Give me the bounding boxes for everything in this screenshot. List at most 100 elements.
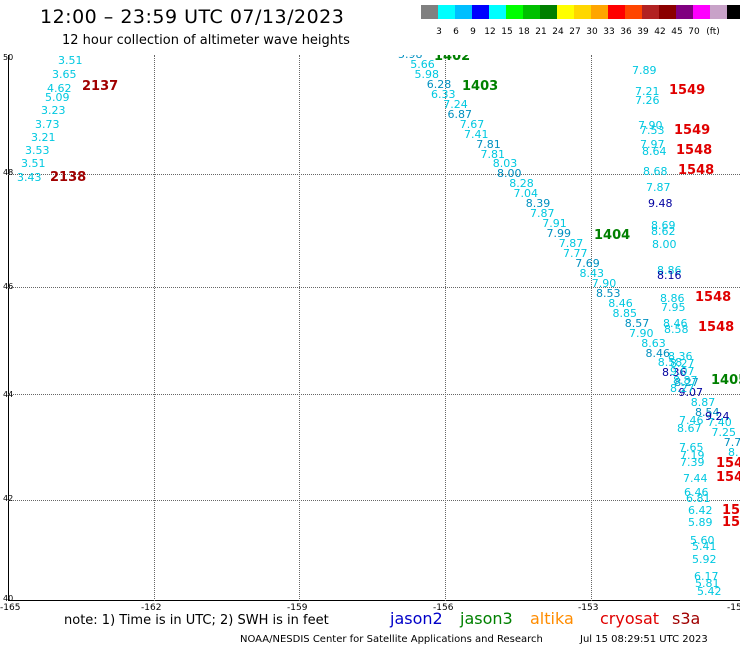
wave-height-value: 8.67 (677, 422, 702, 435)
wave-height-value: 5.42 (697, 585, 722, 598)
wave-height-value: 7.40 (707, 416, 732, 430)
wave-height-value: 8.36 (662, 366, 687, 380)
wave-height-value: 5.81 (695, 577, 720, 590)
wave-height-value: 7.04 (513, 187, 539, 201)
wave-height-value: 7.81 (480, 147, 506, 161)
pass-id-label: 1549 (674, 123, 711, 138)
wave-height-value: 7.67 (459, 117, 485, 131)
wave-height-value: 5.89 (688, 516, 713, 529)
colorbar-label: 30 (586, 27, 598, 37)
wave-height-value: 7.95 (661, 301, 686, 314)
colorbar-label: 6 (453, 27, 459, 37)
wave-height-value: 8.53 (596, 286, 621, 300)
wave-height-value: 5.66 (410, 57, 435, 71)
wave-height-value: 7.69 (575, 256, 600, 270)
colorbar-swatch (676, 5, 693, 19)
meridian-gridline (445, 55, 446, 601)
wave-height-value: 6.28 (426, 77, 452, 91)
wave-height-value: 8.36 (668, 350, 693, 363)
colorbar-label: 24 (552, 27, 564, 37)
latitude-label: 50 (3, 53, 14, 62)
wave-height-value: 7.81 (476, 137, 501, 151)
wave-height-value: 6.87 (447, 107, 473, 121)
wave-height-value: 5.92 (692, 553, 717, 566)
longitude-label: -15 (727, 603, 740, 613)
generation-timestamp: Jul 15 08:29:51 UTC 2023 (580, 634, 708, 645)
pass-id-label: 1548 (695, 290, 732, 305)
wave-height-value: 7.19 (680, 449, 705, 462)
pass-id-label: 1403 (462, 79, 499, 94)
pass-id-label: 1548 (676, 143, 713, 158)
wave-height-value: 7.99 (546, 227, 572, 241)
pass-id-label: 2138 (50, 170, 87, 185)
colorbar-label: 12 (484, 27, 496, 37)
pass-id-label: 154 (716, 470, 740, 485)
wave-height-value: 8.39 (525, 197, 551, 211)
wave-height-value: 7.90 (629, 326, 654, 340)
colorbar-label: 39 (637, 27, 649, 37)
wave-height-value: 8.27 (670, 382, 695, 395)
colorbar-label: 27 (569, 27, 581, 37)
bottom-axis (8, 600, 740, 601)
wave-height-value: 8.03 (492, 157, 518, 171)
wave-height-value: 3.43 (17, 171, 42, 184)
colorbar-swatch (710, 5, 727, 19)
wave-height-value: 6.46 (684, 486, 709, 499)
wave-height-value: 7.26 (635, 94, 660, 107)
colorbar-swatch (608, 5, 625, 19)
colorbar-label: 70 (688, 27, 700, 37)
wave-height-value: 7.78 (723, 436, 740, 450)
colorbar-swatch (625, 5, 642, 19)
meridian-gridline (299, 55, 300, 601)
wave-height-value: 8.63 (641, 336, 666, 350)
latitude-label: 44 (3, 390, 14, 399)
colorbar-swatch (421, 5, 438, 19)
colorbar-swatch (693, 5, 710, 19)
colorbar-swatch (591, 5, 608, 19)
legend-item-jason2: jason2 (390, 609, 443, 628)
wave-height-value: 7.21 (635, 85, 660, 98)
colorbar-swatch (659, 5, 676, 19)
map-plot-area: 3.51 3.65 4.62 5.09 3.23 3.73 3.21 3.53 3.51 3.43… (8, 55, 740, 601)
wave-height-value: 3.73 (35, 118, 60, 131)
legend-item-jason3: jason3 (460, 609, 513, 628)
wave-height-value: 7.91 (542, 217, 567, 231)
wave-height-value: 5.09 (45, 91, 70, 104)
wave-height-value: 8.27 (670, 357, 695, 370)
wave-height-value: 6.81 (686, 492, 711, 505)
colorbar-label: 42 (654, 27, 666, 37)
wave-height-value: 7.53 (640, 124, 665, 137)
wave-height-value: 3.51 (21, 157, 46, 170)
longitude-label: -153 (578, 603, 599, 613)
colorbar-swatch (574, 5, 591, 19)
colorbar-label: 21 (535, 27, 547, 37)
colorbar-swatch (642, 5, 659, 19)
colorbar-label: 9 (470, 27, 476, 37)
wave-height-value: 9.24 (705, 410, 730, 423)
wave-height-value: 8.16 (657, 269, 682, 282)
page-title: 12:00 – 23:59 UTC 07/13/2023 (40, 6, 345, 28)
wave-height-value: 6.33 (431, 87, 456, 101)
parallel-gridline (8, 394, 740, 395)
colorbar-label: 3 (436, 27, 442, 37)
longitude-label: -159 (287, 603, 308, 613)
wave-height-value: 3.53 (25, 144, 50, 157)
wave-height-value: 8.28 (509, 177, 534, 191)
pass-id-label: 2137 (82, 79, 119, 94)
pass-id-label: 15 (722, 503, 740, 518)
wave-height-value: 7.46 (679, 414, 704, 427)
pass-id-label: 1404 (594, 228, 631, 243)
wave-height-value: 8.85 (612, 306, 638, 320)
wave-height-value: 7.77 (563, 247, 588, 260)
colorbar-swatch (472, 5, 489, 19)
wave-height-value: 8.46 (608, 296, 633, 310)
wave-height-value: 8.57 (624, 316, 650, 330)
pass-id-label: 1548 (698, 320, 735, 335)
wave-height-value: 7.39 (680, 456, 705, 469)
wave-height-value: 7.97 (640, 138, 665, 151)
wave-height-value: 9.07 (670, 365, 695, 378)
wave-height-value: 7.87 (530, 207, 555, 221)
colorbar-swatch (557, 5, 574, 19)
wave-height-value: 5.98 (414, 67, 440, 81)
